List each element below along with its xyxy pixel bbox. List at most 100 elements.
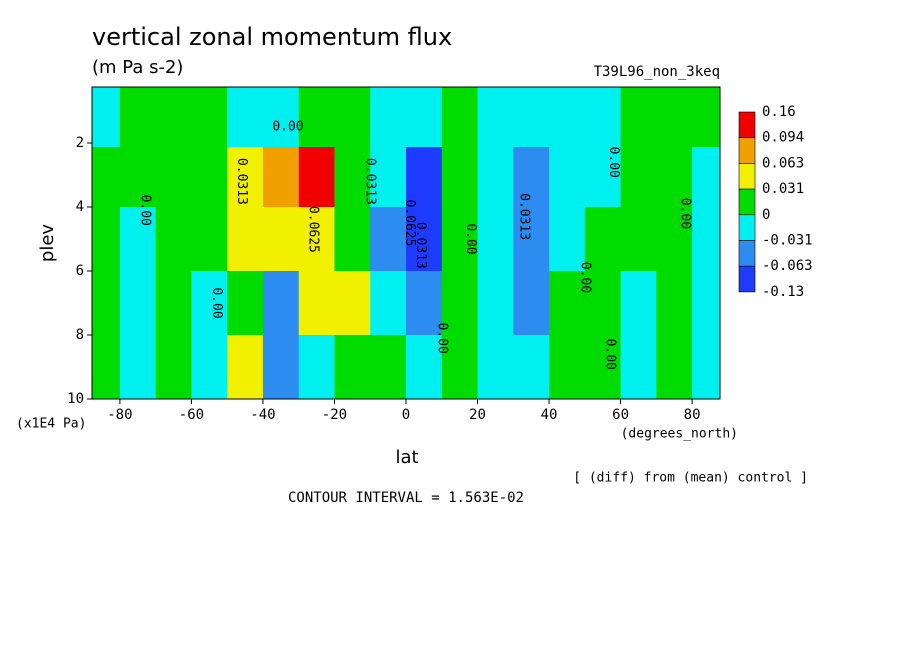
field-cell: [119, 147, 157, 208]
y-axis-unit: (x1E4 Pa): [16, 417, 86, 432]
field-cell: [656, 147, 693, 208]
field-cell: [549, 147, 586, 208]
field-cell: [406, 87, 443, 148]
x-axis-title: lat: [395, 447, 418, 468]
field-cell: [477, 87, 514, 148]
colorbar-label: -0.063: [762, 258, 813, 274]
field-cell: [92, 207, 121, 272]
field-cell: [262, 271, 300, 336]
field-cell: [549, 335, 586, 400]
contour-label: 0.00: [137, 195, 152, 226]
field-cell: [477, 335, 514, 400]
field-cell: [477, 271, 514, 336]
contour-label: 0.00: [677, 198, 692, 229]
contour-label: 0.0625: [402, 200, 417, 247]
field-cell: [227, 207, 264, 272]
run-label: T39L96_non_3keq: [594, 64, 720, 80]
colorbar-box: [738, 137, 756, 164]
contour-label: 0.0313: [234, 158, 249, 205]
field-cell: [513, 271, 550, 336]
field-cell: [620, 87, 657, 148]
field-cell: [227, 271, 264, 336]
field-cell: [334, 335, 371, 400]
field-cell: [406, 271, 443, 336]
colorbar-label: 0: [762, 207, 770, 223]
contour-label: 0.00: [434, 323, 449, 354]
field-cell: [155, 87, 192, 148]
colorbar-label: -0.031: [762, 233, 813, 249]
x-tick-label: 80: [684, 407, 701, 423]
colorbar-box: [738, 111, 756, 139]
field-cell: [191, 207, 228, 272]
field-cell: [119, 271, 157, 336]
field-cell: [227, 335, 264, 400]
field-cell: [692, 207, 721, 272]
field-cell: [191, 147, 228, 208]
field-cell: [584, 147, 622, 208]
field-cell: [155, 147, 192, 208]
colorbar-label: 0.094: [762, 130, 804, 146]
field-cell: [92, 87, 121, 148]
field-cell: [692, 147, 721, 208]
field-cell: [298, 87, 335, 148]
y-tick-label: 2: [76, 135, 84, 151]
field-cell: [119, 335, 157, 400]
field-cell: [656, 207, 693, 272]
field-cell: [513, 147, 550, 208]
field-cell: [441, 147, 479, 208]
field-cell: [513, 87, 550, 148]
field-cell: [155, 335, 192, 400]
field-cell: [262, 207, 300, 272]
field-cell: [549, 207, 586, 272]
x-tick-label: -60: [179, 407, 204, 423]
field-cell: [191, 271, 228, 336]
contour-label: 0.0313: [413, 222, 428, 269]
field-cell: [620, 271, 657, 336]
contour-label: 0.0313: [517, 193, 532, 240]
field-cell: [656, 87, 693, 148]
field-cell: [370, 147, 407, 208]
field-cell: [584, 87, 622, 148]
field-cell: [513, 207, 550, 272]
field-cell: [119, 207, 157, 272]
field-cell: [370, 271, 407, 336]
field-cell: [191, 335, 228, 400]
field-cell: [227, 87, 264, 148]
colorbar-label: 0.16: [762, 104, 796, 120]
field-cell: [298, 271, 335, 336]
field-cell: [692, 335, 721, 400]
field-cell: [119, 87, 157, 148]
field-cell: [92, 271, 121, 336]
field-cell: [298, 147, 335, 208]
x-tick-label: 20: [469, 407, 486, 423]
y-axis-title: plev: [37, 224, 58, 263]
field-cell: [227, 147, 264, 208]
field-cell: [477, 207, 514, 272]
field-cell: [584, 207, 622, 272]
field-cell: [92, 335, 121, 400]
contour-label: 0.00: [209, 287, 224, 318]
field-cell: [262, 87, 300, 148]
x-tick-label: -80: [107, 407, 132, 423]
contour-interval: CONTOUR INTERVAL = 1.563E-02: [288, 490, 524, 506]
y-tick-label: 6: [76, 263, 84, 279]
field-cell: [262, 147, 300, 208]
field-cell: [92, 147, 121, 208]
field-cell: [441, 87, 479, 148]
contour-label: 0.00: [463, 223, 478, 254]
contour-label: 0.0313: [363, 158, 378, 205]
y-tick-label: 10: [67, 391, 84, 407]
x-tick-label: -40: [250, 407, 275, 423]
field-cell: [334, 87, 371, 148]
field-cell: [334, 207, 371, 272]
field-cell: [406, 147, 443, 208]
colorbar-box: [738, 214, 756, 241]
x-tick-label: -20: [322, 407, 347, 423]
contour-label: 0.00: [602, 339, 617, 370]
note: [ (diff) from (mean) control ]: [573, 471, 808, 486]
field-cell: [262, 335, 300, 400]
field-cell: [155, 271, 192, 336]
field-cell: [334, 147, 371, 208]
contour-label: 0.00: [272, 120, 303, 135]
field-cell: [656, 271, 693, 336]
